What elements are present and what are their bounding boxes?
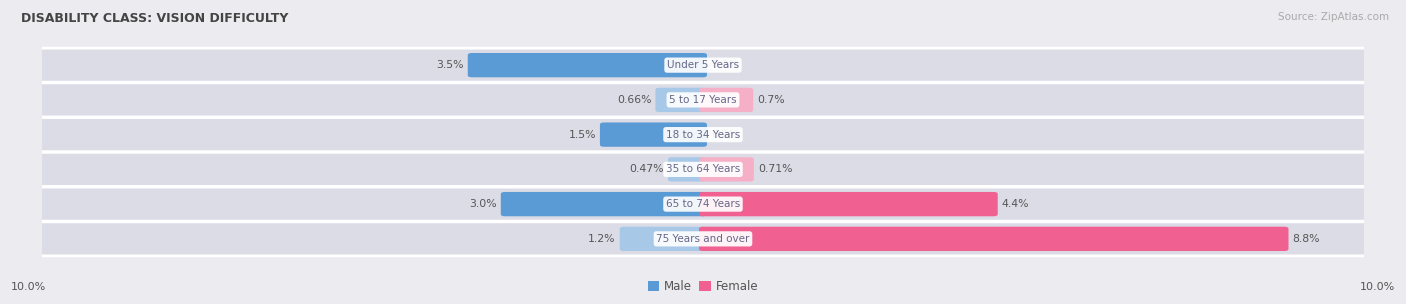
Text: 8.8%: 8.8% bbox=[1292, 234, 1320, 244]
Text: 35 to 64 Years: 35 to 64 Years bbox=[666, 164, 740, 174]
Text: 0.0%: 0.0% bbox=[711, 130, 738, 140]
Text: 0.0%: 0.0% bbox=[711, 60, 738, 70]
Text: Under 5 Years: Under 5 Years bbox=[666, 60, 740, 70]
Text: 0.71%: 0.71% bbox=[758, 164, 793, 174]
FancyBboxPatch shape bbox=[600, 123, 707, 147]
Text: 10.0%: 10.0% bbox=[1360, 282, 1395, 292]
Text: 5 to 17 Years: 5 to 17 Years bbox=[669, 95, 737, 105]
FancyBboxPatch shape bbox=[501, 192, 707, 216]
Text: 10.0%: 10.0% bbox=[11, 282, 46, 292]
Text: 1.2%: 1.2% bbox=[588, 234, 616, 244]
Text: 4.4%: 4.4% bbox=[1001, 199, 1029, 209]
Text: 75 Years and over: 75 Years and over bbox=[657, 234, 749, 244]
FancyBboxPatch shape bbox=[468, 53, 707, 77]
FancyBboxPatch shape bbox=[28, 118, 1378, 152]
Text: 65 to 74 Years: 65 to 74 Years bbox=[666, 199, 740, 209]
FancyBboxPatch shape bbox=[699, 192, 998, 216]
FancyBboxPatch shape bbox=[699, 157, 754, 181]
Text: DISABILITY CLASS: VISION DIFFICULTY: DISABILITY CLASS: VISION DIFFICULTY bbox=[21, 12, 288, 25]
Text: 3.5%: 3.5% bbox=[436, 60, 464, 70]
FancyBboxPatch shape bbox=[28, 187, 1378, 221]
FancyBboxPatch shape bbox=[668, 157, 707, 181]
FancyBboxPatch shape bbox=[699, 227, 1288, 251]
Legend: Male, Female: Male, Female bbox=[643, 276, 763, 298]
Text: 0.47%: 0.47% bbox=[630, 164, 664, 174]
Text: 0.7%: 0.7% bbox=[758, 95, 785, 105]
FancyBboxPatch shape bbox=[28, 152, 1378, 186]
FancyBboxPatch shape bbox=[699, 88, 754, 112]
FancyBboxPatch shape bbox=[620, 227, 707, 251]
FancyBboxPatch shape bbox=[28, 83, 1378, 117]
FancyBboxPatch shape bbox=[28, 222, 1378, 256]
Text: 0.66%: 0.66% bbox=[617, 95, 651, 105]
FancyBboxPatch shape bbox=[28, 48, 1378, 82]
Text: 3.0%: 3.0% bbox=[470, 199, 496, 209]
Text: 1.5%: 1.5% bbox=[568, 130, 596, 140]
Text: 18 to 34 Years: 18 to 34 Years bbox=[666, 130, 740, 140]
FancyBboxPatch shape bbox=[655, 88, 707, 112]
Text: Source: ZipAtlas.com: Source: ZipAtlas.com bbox=[1278, 12, 1389, 22]
